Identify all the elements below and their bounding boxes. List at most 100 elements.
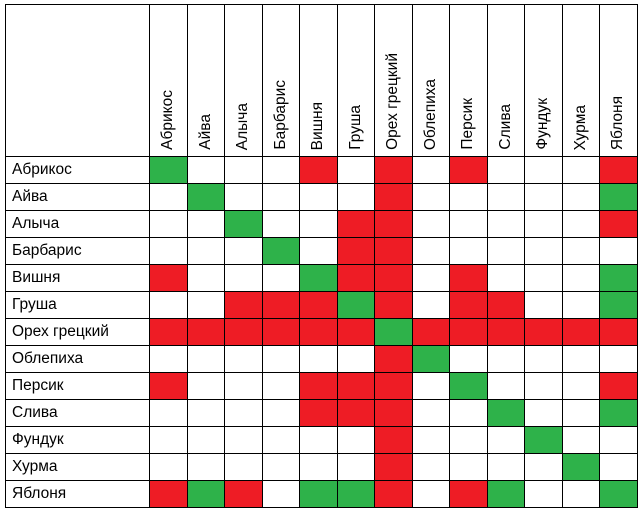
matrix-cell xyxy=(186,480,225,508)
matrix-cell xyxy=(524,291,563,319)
matrix-cell xyxy=(299,372,338,400)
matrix-cell xyxy=(524,264,563,292)
column-header: Слива xyxy=(486,4,525,157)
matrix-cell xyxy=(449,183,488,211)
matrix-cell xyxy=(561,264,600,292)
matrix-cell xyxy=(449,453,488,481)
column-header-label: Хурма xyxy=(571,104,589,150)
column-header-label: Барбарис xyxy=(271,80,289,150)
matrix-cell xyxy=(449,264,488,292)
table-row: Персик xyxy=(5,372,638,400)
matrix-cell xyxy=(186,210,225,238)
matrix-cell xyxy=(224,237,263,265)
matrix-cell xyxy=(374,183,413,211)
matrix-cell xyxy=(449,480,488,508)
matrix-cell xyxy=(149,291,188,319)
matrix-cell xyxy=(149,426,188,454)
matrix-cell xyxy=(524,318,563,346)
row-header: Хурма xyxy=(5,453,150,481)
matrix-cell xyxy=(299,237,338,265)
column-header: Барбарис xyxy=(261,4,300,157)
matrix-cell xyxy=(186,345,225,373)
matrix-cell xyxy=(524,453,563,481)
matrix-cell xyxy=(261,318,300,346)
matrix-cell xyxy=(261,426,300,454)
matrix-cell xyxy=(411,264,450,292)
matrix-cell xyxy=(224,480,263,508)
matrix-cell xyxy=(599,156,638,184)
matrix-cell xyxy=(336,183,375,211)
matrix-cell xyxy=(486,480,525,508)
matrix-cell xyxy=(149,345,188,373)
matrix-cell xyxy=(411,372,450,400)
matrix-cell xyxy=(524,372,563,400)
table-row: Хурма xyxy=(5,453,638,481)
header-row: Абрикос Айва Алыча Барбарис Вишня Груша Орех г… xyxy=(5,4,638,157)
column-header: Алыча xyxy=(224,4,263,157)
matrix-cell xyxy=(561,345,600,373)
matrix-cell xyxy=(599,372,638,400)
matrix-cell xyxy=(261,345,300,373)
matrix-cell xyxy=(411,318,450,346)
column-header-label: Айва xyxy=(196,114,214,150)
row-header: Орех грецкий xyxy=(5,318,150,346)
matrix-cell xyxy=(261,291,300,319)
column-header: Персик xyxy=(449,4,488,157)
matrix-cell xyxy=(486,399,525,427)
matrix-cell xyxy=(374,480,413,508)
matrix-cell xyxy=(411,291,450,319)
matrix-cell xyxy=(186,156,225,184)
matrix-cell xyxy=(374,426,413,454)
matrix-cell xyxy=(411,453,450,481)
column-header-label: Яблоня xyxy=(609,95,627,150)
matrix-cell xyxy=(449,318,488,346)
table-row: Айва xyxy=(5,183,638,211)
matrix-cell xyxy=(486,453,525,481)
matrix-cell xyxy=(299,426,338,454)
matrix-cell xyxy=(524,183,563,211)
matrix-cell xyxy=(336,264,375,292)
matrix-cell xyxy=(524,210,563,238)
matrix-cell xyxy=(299,453,338,481)
matrix-cell xyxy=(561,318,600,346)
column-header: Фундук xyxy=(524,4,563,157)
matrix-cell xyxy=(261,453,300,481)
matrix-cell xyxy=(561,426,600,454)
table-row: Груша xyxy=(5,291,638,319)
matrix-cell xyxy=(186,399,225,427)
matrix-cell xyxy=(224,372,263,400)
matrix-cell xyxy=(411,345,450,373)
matrix-cell xyxy=(561,156,600,184)
matrix-cell xyxy=(374,237,413,265)
matrix-cell xyxy=(149,318,188,346)
matrix-cell xyxy=(411,426,450,454)
matrix-cell xyxy=(336,399,375,427)
column-header: Яблоня xyxy=(599,4,638,157)
matrix-cell xyxy=(149,372,188,400)
matrix-cell xyxy=(149,264,188,292)
matrix-cell xyxy=(336,156,375,184)
row-header: Слива xyxy=(5,399,150,427)
column-header-label: Слива xyxy=(496,104,514,150)
matrix-cell xyxy=(561,399,600,427)
matrix-cell xyxy=(186,291,225,319)
matrix-cell xyxy=(374,156,413,184)
matrix-cell xyxy=(299,318,338,346)
matrix-cell xyxy=(261,156,300,184)
column-header: Абрикос xyxy=(149,4,188,157)
matrix-cell xyxy=(599,237,638,265)
column-header: Груша xyxy=(336,4,375,157)
matrix-cell xyxy=(149,210,188,238)
column-header: Орех грецкий xyxy=(374,4,413,157)
table-row: Орех грецкий xyxy=(5,318,638,346)
matrix-cell xyxy=(374,318,413,346)
matrix-cell xyxy=(524,237,563,265)
matrix-cell xyxy=(411,210,450,238)
matrix-cell xyxy=(299,480,338,508)
matrix-cell xyxy=(336,210,375,238)
matrix-cell xyxy=(524,399,563,427)
matrix-cell xyxy=(224,264,263,292)
row-header: Яблоня xyxy=(5,480,150,508)
matrix-cell xyxy=(449,210,488,238)
matrix-cell xyxy=(486,237,525,265)
